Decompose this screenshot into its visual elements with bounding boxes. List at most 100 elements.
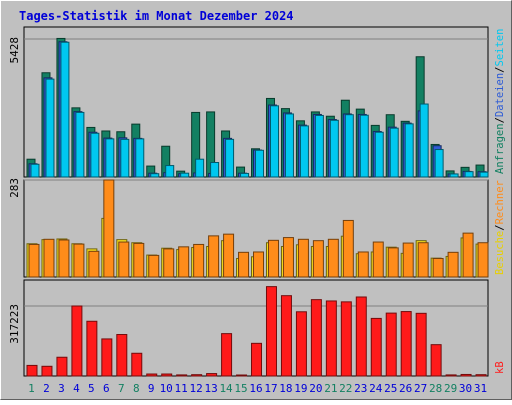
seiten-bar-day-19 <box>299 125 309 178</box>
kb-bar-day-15 <box>236 374 248 377</box>
rechner-bar-day-31 <box>477 242 489 278</box>
middle-legend-part-0: Besuche <box>494 231 506 275</box>
seiten-bar-day-1 <box>30 163 40 178</box>
x-tick-label-day-24: 24 <box>369 382 383 395</box>
middle-legend-part-1: / <box>494 224 506 230</box>
rechner-bar-day-25 <box>387 247 399 278</box>
kb-bar-day-7 <box>116 334 128 377</box>
x-tick-label-day-16: 16 <box>249 382 262 395</box>
seiten-bar-day-27 <box>419 103 429 178</box>
kb-bar-day-8 <box>131 352 143 377</box>
seiten-bar-day-2 <box>45 78 55 178</box>
kb-bar-day-13 <box>206 373 218 377</box>
rechner-bar-day-20 <box>312 240 324 278</box>
x-tick-label-day-29: 29 <box>444 382 457 395</box>
seiten-bar-day-21 <box>329 119 339 178</box>
kb-bar-day-31 <box>475 374 487 377</box>
x-tick-label-day-4: 4 <box>73 382 80 395</box>
kb-bar-day-12 <box>191 374 203 377</box>
rechner-bar-day-23 <box>357 251 369 278</box>
rechner-bar-day-24 <box>372 241 384 278</box>
seiten-bar-day-26 <box>404 123 414 178</box>
rechner-bar-day-22 <box>342 219 354 278</box>
x-tick-label-day-17: 17 <box>264 382 277 395</box>
rechner-bar-day-9 <box>148 254 160 278</box>
x-tick-label-day-13: 13 <box>204 382 217 395</box>
rechner-bar-day-17 <box>267 239 279 278</box>
rechner-bar-day-13 <box>208 235 220 278</box>
x-tick-label-day-9: 9 <box>148 382 155 395</box>
top-legend-part-0: Anfragen <box>494 123 506 174</box>
rechner-bar-day-8 <box>133 242 145 278</box>
seiten-bar-day-3 <box>60 41 70 178</box>
x-tick-label-day-19: 19 <box>294 382 307 395</box>
x-tick-label-day-21: 21 <box>324 382 337 395</box>
seiten-bar-day-29 <box>449 173 459 178</box>
rechner-bar-day-4 <box>73 243 85 278</box>
x-tick-label-day-3: 3 <box>58 382 65 395</box>
kb-bar-day-1 <box>26 364 38 377</box>
seiten-bar-day-5 <box>90 132 100 178</box>
rechner-bar-day-1 <box>28 243 40 278</box>
rechner-bar-day-5 <box>88 250 100 278</box>
bottom-legend-part-0: kB <box>494 361 506 374</box>
seiten-bar-day-15 <box>240 172 250 178</box>
kb-bar-day-26 <box>400 311 412 377</box>
top-legend-part-4: Seiten <box>494 29 506 67</box>
seiten-bar-day-23 <box>359 114 369 178</box>
x-tick-label-day-2: 2 <box>43 382 50 395</box>
kb-bar-day-24 <box>370 317 382 377</box>
rechner-bar-day-3 <box>58 239 70 278</box>
rechner-bar-day-19 <box>297 238 309 278</box>
kb-bar-day-22 <box>340 301 352 377</box>
top-legend-part-3: / <box>494 67 506 73</box>
seiten-bar-day-11 <box>180 172 190 178</box>
seiten-bar-day-14 <box>225 138 235 178</box>
seiten-bar-day-12 <box>195 158 205 178</box>
x-tick-label-day-8: 8 <box>133 382 140 395</box>
x-tick-label-day-10: 10 <box>160 382 173 395</box>
kb-bar-day-28 <box>430 344 442 377</box>
seiten-bar-day-6 <box>105 138 115 178</box>
x-tick-label-day-5: 5 <box>88 382 95 395</box>
x-tick-label-day-14: 14 <box>219 382 233 395</box>
seiten-bar-day-28 <box>434 149 444 178</box>
x-tick-label-day-15: 15 <box>234 382 247 395</box>
kb-bar-day-20 <box>310 299 322 377</box>
top-y-tick-label: 5428 <box>8 37 21 64</box>
kb-bar-day-9 <box>146 373 158 377</box>
seiten-bar-day-22 <box>344 114 354 178</box>
seiten-bar-day-30 <box>464 171 474 178</box>
middle-legend: Besuche/Rechner <box>494 180 506 275</box>
rechner-bar-day-11 <box>178 246 190 278</box>
kb-bar-day-25 <box>385 312 397 377</box>
kb-bar-day-16 <box>251 342 263 377</box>
rechner-bar-day-16 <box>253 251 265 278</box>
seiten-bar-day-16 <box>255 149 265 178</box>
rechner-bar-day-7 <box>118 241 130 278</box>
rechner-bar-day-26 <box>402 242 414 278</box>
kb-bar-day-2 <box>41 365 53 377</box>
kb-bar-day-30 <box>460 373 472 377</box>
kb-bar-day-27 <box>415 312 427 377</box>
x-tick-label-day-7: 7 <box>118 382 125 395</box>
kb-bar-day-23 <box>355 296 367 377</box>
rechner-bar-day-27 <box>417 242 429 278</box>
kb-bar-day-6 <box>101 338 113 377</box>
kb-bar-day-18 <box>280 295 292 377</box>
x-tick-label-day-12: 12 <box>190 382 203 395</box>
bottom-legend: kB <box>494 361 506 374</box>
kb-bar-day-14 <box>221 333 233 377</box>
x-tick-label-day-20: 20 <box>309 382 322 395</box>
rechner-bar-day-15 <box>238 251 250 278</box>
chart-title: Tages-Statistik im Monat Dezember 2024 <box>19 9 294 23</box>
kb-bar-day-3 <box>56 356 68 377</box>
x-tick-label-day-28: 28 <box>429 382 442 395</box>
rechner-bar-day-29 <box>447 251 459 278</box>
rechner-bar-day-21 <box>327 238 339 278</box>
x-tick-label-day-27: 27 <box>414 382 427 395</box>
x-tick-label-day-11: 11 <box>175 382 188 395</box>
seiten-bar-day-24 <box>374 131 384 178</box>
